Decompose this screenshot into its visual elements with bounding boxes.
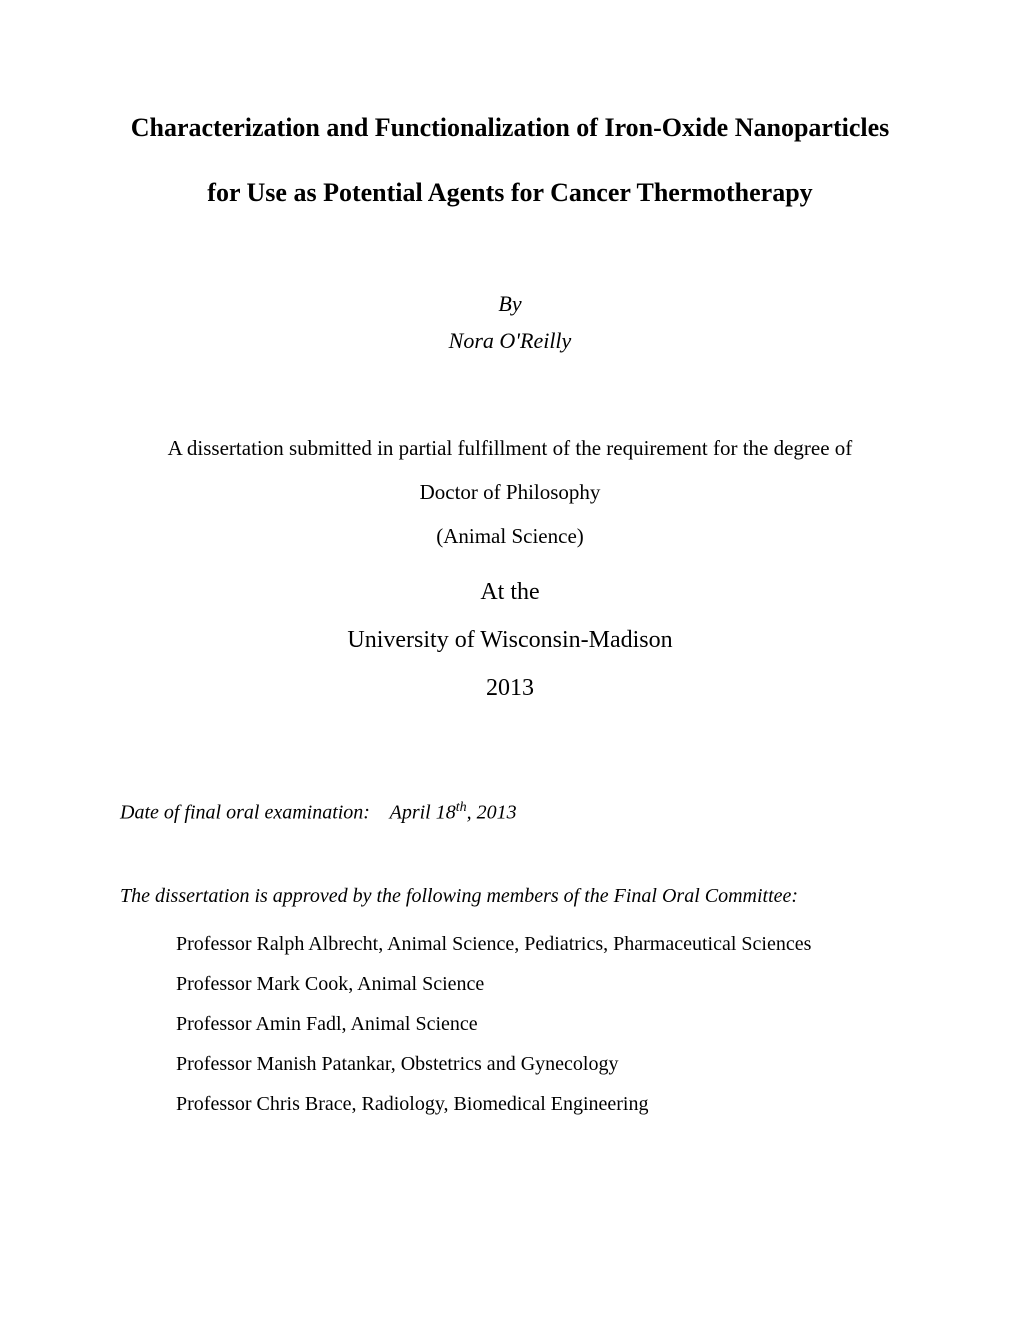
submission-block: A dissertation submitted in partial fulf…: [120, 426, 900, 558]
exam-date-prefix: April 18: [390, 802, 456, 824]
dissertation-title-page: Characterization and Functionalization o…: [0, 0, 1020, 1320]
institution-block: At the University of Wisconsin-Madison 2…: [120, 568, 900, 712]
committee-member: Professor Manish Patankar, Obstetrics an…: [176, 1044, 900, 1084]
year: 2013: [120, 664, 900, 712]
exam-date-suffix: , 2013: [467, 802, 517, 824]
exam-date-label: Date of final oral examination:: [120, 802, 370, 824]
submission-line-3: (Animal Science): [120, 514, 900, 558]
submission-line-2: Doctor of Philosophy: [120, 470, 900, 514]
committee-list: Professor Ralph Albrecht, Animal Science…: [120, 924, 900, 1124]
committee-member: Professor Amin Fadl, Animal Science: [176, 1004, 900, 1044]
exam-date-line: Date of final oral examination: April 18…: [120, 800, 900, 825]
at-label: At the: [120, 568, 900, 616]
committee-member: Professor Mark Cook, Animal Science: [176, 964, 900, 1004]
committee-member: Professor Ralph Albrecht, Animal Science…: [176, 924, 900, 964]
exam-date-sup: th: [456, 800, 467, 815]
submission-line-1: A dissertation submitted in partial fulf…: [120, 426, 900, 470]
title-line-1: Characterization and Functionalization o…: [120, 110, 900, 146]
by-label: By: [120, 286, 900, 321]
author-name: Nora O'Reilly: [120, 328, 900, 354]
committee-member: Professor Chris Brace, Radiology, Biomed…: [176, 1084, 900, 1124]
university-name: University of Wisconsin-Madison: [120, 616, 900, 664]
title-line-2: for Use as Potential Agents for Cancer T…: [120, 178, 900, 208]
approval-text: The dissertation is approved by the foll…: [120, 885, 900, 908]
